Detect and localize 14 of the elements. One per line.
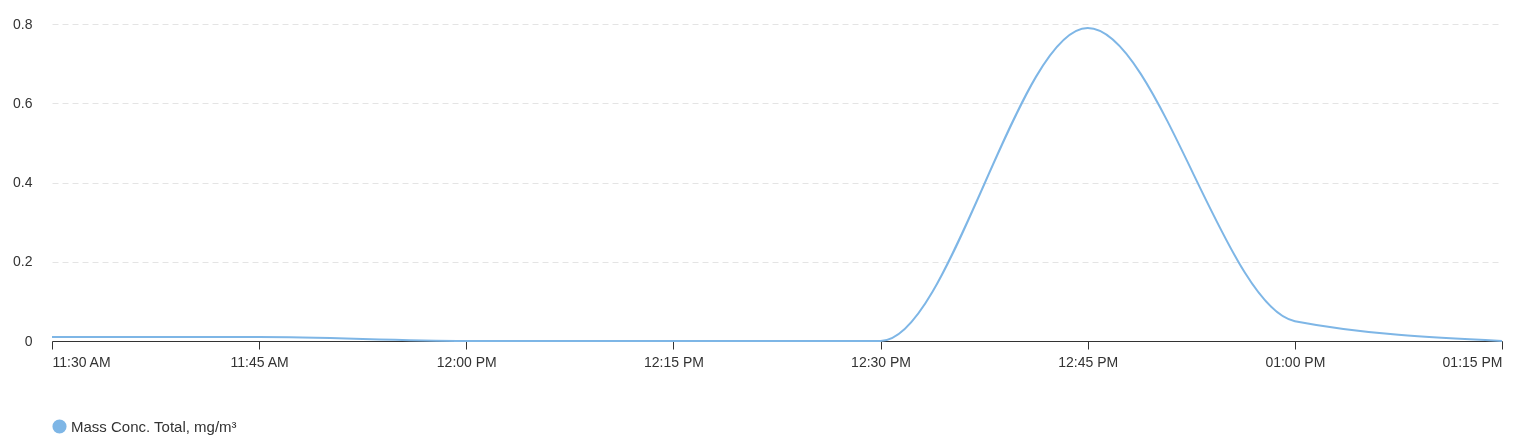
x-tick-label: 12:45 PM xyxy=(1058,353,1119,370)
x-tick-label: 11:30 AM xyxy=(52,353,111,370)
x-tick-label: 12:00 PM xyxy=(436,353,497,370)
y-tick-label: 0.6 xyxy=(13,94,33,111)
x-tick-label: 01:15 PM xyxy=(1442,353,1503,370)
legend-label: Mass Conc. Total, mg/m³ xyxy=(71,417,237,435)
x-tick-label: 01:00 PM xyxy=(1265,353,1326,370)
x-tick-label: 12:15 PM xyxy=(643,353,704,370)
y-tick-label: 0.8 xyxy=(13,15,33,32)
y-tick-label: 0.2 xyxy=(13,253,33,270)
y-tick-label: 0.4 xyxy=(13,174,33,190)
x-tick-label: 11:45 AM xyxy=(230,353,289,370)
x-tick-label: 12:30 PM xyxy=(851,353,912,370)
y-tick-label: 0 xyxy=(24,332,33,349)
